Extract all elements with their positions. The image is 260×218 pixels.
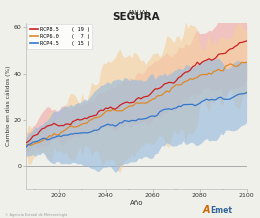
Title: SEGURA: SEGURA: [112, 12, 160, 22]
Y-axis label: Cambio en días cálidos (%): Cambio en días cálidos (%): [5, 66, 11, 146]
Text: © Agencia Estatal de Meteorología: © Agencia Estatal de Meteorología: [5, 213, 67, 217]
Text: ANUAL: ANUAL: [128, 10, 150, 16]
Text: Emet: Emet: [211, 206, 233, 215]
Text: A: A: [203, 205, 210, 215]
Legend: RCP8.5    ( 19 ), RCP6.0    (  7 ), RCP4.5    ( 15 ): RCP8.5 ( 19 ), RCP6.0 ( 7 ), RCP4.5 ( 15…: [28, 24, 92, 49]
X-axis label: Año: Año: [129, 200, 143, 206]
